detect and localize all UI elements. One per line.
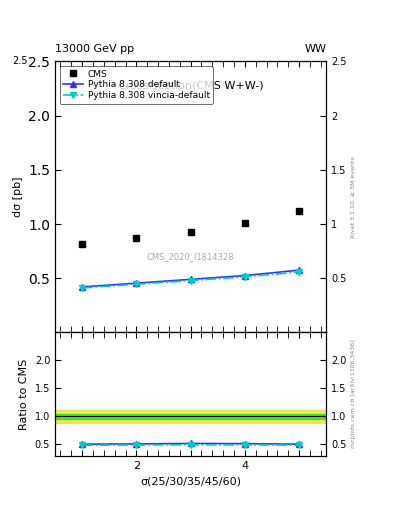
Pythia 8.308 default — [297, 267, 301, 273]
Text: 13000 GeV pp: 13000 GeV pp — [55, 44, 134, 54]
Y-axis label: dσ [pb]: dσ [pb] — [13, 177, 23, 217]
Legend: CMS, Pythia 8.308 default, Pythia 8.308 vincia-default: CMS, Pythia 8.308 default, Pythia 8.308 … — [59, 66, 213, 104]
Pythia 8.308 vincia-default — [297, 269, 301, 275]
X-axis label: σ(25/30/35/45/60): σ(25/30/35/45/60) — [140, 476, 241, 486]
Line: Pythia 8.308 default: Pythia 8.308 default — [79, 267, 302, 290]
Pythia 8.308 default — [134, 280, 139, 286]
Y-axis label: mcplots.cern.ch [arXiv:1306.3436]: mcplots.cern.ch [arXiv:1306.3436] — [351, 339, 356, 449]
CMS — [80, 241, 84, 247]
Pythia 8.308 default — [80, 284, 84, 290]
Pythia 8.308 vincia-default — [242, 274, 247, 280]
Pythia 8.308 vincia-default — [134, 281, 139, 287]
Pythia 8.308 vincia-default — [80, 285, 84, 291]
CMS — [242, 220, 247, 226]
Pythia 8.308 default — [188, 276, 193, 283]
Text: Cross section(CMS W+W-): Cross section(CMS W+W-) — [118, 80, 263, 91]
CMS — [134, 235, 139, 241]
Y-axis label: Ratio to CMS: Ratio to CMS — [19, 358, 29, 430]
Text: 2.5: 2.5 — [12, 56, 28, 67]
CMS — [188, 228, 193, 234]
Text: WW: WW — [304, 44, 326, 54]
Text: CMS_2020_I1814328: CMS_2020_I1814328 — [147, 252, 234, 261]
Line: CMS: CMS — [79, 207, 303, 247]
CMS — [297, 208, 301, 214]
Y-axis label: Rivet 3.1.10, ≥ 3M events: Rivet 3.1.10, ≥ 3M events — [351, 156, 356, 238]
Pythia 8.308 default — [242, 272, 247, 279]
Line: Pythia 8.308 vincia-default: Pythia 8.308 vincia-default — [79, 269, 302, 291]
Pythia 8.308 vincia-default — [188, 278, 193, 284]
